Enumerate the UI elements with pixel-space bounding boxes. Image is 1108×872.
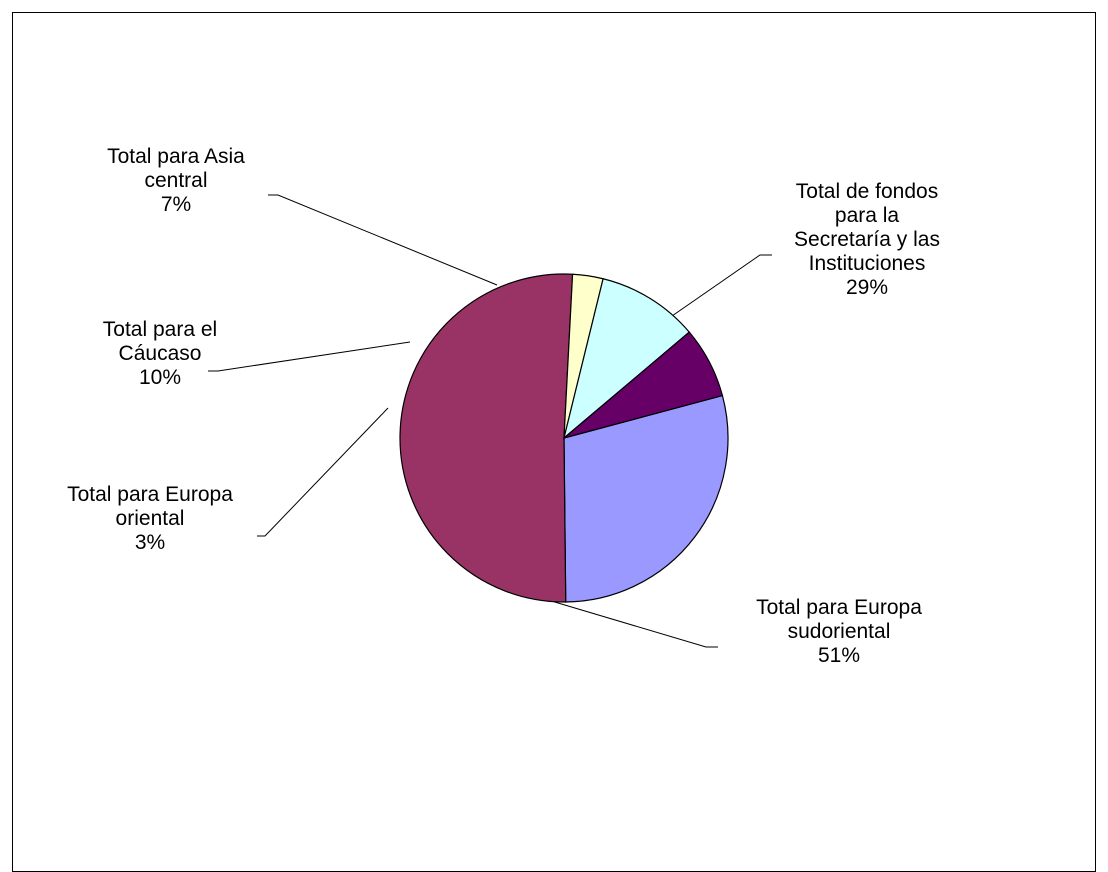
slice-label-4: Total para el Cáucaso 10% — [103, 318, 217, 389]
leader-lines — [208, 194, 772, 648]
leader-line-3 — [257, 407, 389, 537]
slice-label-line: Total para Europa — [756, 596, 922, 619]
slice-label-2: Total para Europa sudoriental 51% — [756, 596, 922, 667]
slice-label-line: Total para Europa — [67, 483, 233, 506]
slice-label-line: Total para Asia — [107, 145, 245, 168]
slice-label-line: Instituciones — [809, 252, 926, 275]
slice-label-line: Cáucaso — [119, 342, 202, 365]
slice-label-line: para la — [835, 204, 900, 227]
leader-line-5 — [268, 194, 498, 286]
slice-label-line: Secretaría y las — [794, 228, 940, 251]
leader-line-1 — [671, 254, 772, 317]
slice-percent-label: 3% — [135, 531, 165, 554]
pie-slice-4 — [562, 278, 691, 440]
leader-line-2 — [547, 599, 718, 648]
slice-label-5: Total para Asia central 7% — [107, 145, 245, 216]
slice-label-line: oriental — [116, 507, 185, 530]
slice-percent-label: 29% — [846, 276, 888, 299]
slice-label-1: Total de fondos para la Secretaría y las In… — [794, 180, 940, 299]
leader-line-4 — [208, 341, 411, 372]
slice-percent-label: 10% — [139, 366, 181, 389]
pie-slice-1 — [563, 394, 729, 603]
slice-label-3: Total para Europa oriental 3% — [67, 483, 233, 554]
slice-label-line: Total de fondos — [796, 180, 938, 203]
pie-slice-2 — [399, 273, 574, 603]
slice-label-line: sudoriental — [788, 620, 891, 643]
pie-slices — [399, 273, 729, 603]
slice-percent-label: 7% — [161, 193, 191, 216]
slice-label-line: Total para el — [103, 318, 217, 341]
slice-labels: Total de fondos para la Secretaría y las In… — [67, 145, 940, 667]
slice-label-line: central — [144, 169, 207, 192]
pie-slice-5 — [563, 331, 724, 439]
slice-percent-label: 51% — [818, 644, 860, 667]
